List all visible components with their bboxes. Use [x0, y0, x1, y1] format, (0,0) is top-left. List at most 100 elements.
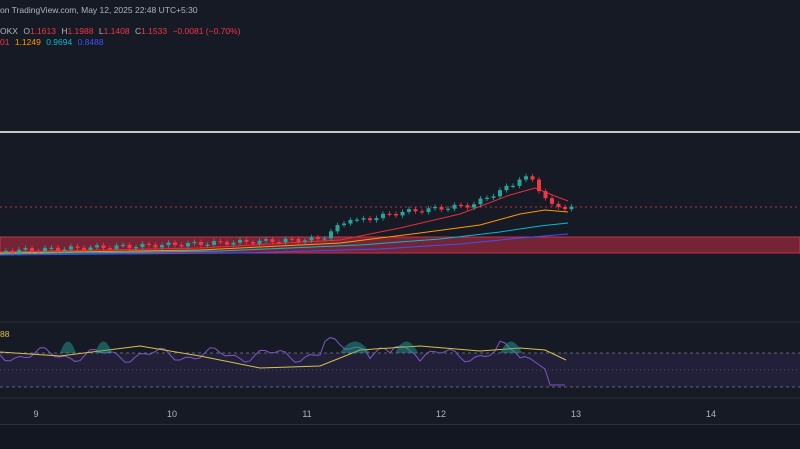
candle-body: [452, 204, 457, 209]
candle-body: [303, 240, 307, 242]
chart-source-line: on TradingView.com, May 12, 2025 22:48 U…: [0, 5, 201, 16]
close-value: 1.1533: [141, 26, 168, 36]
candle-body: [348, 219, 353, 224]
low-label: L: [98, 26, 104, 36]
candle-body: [322, 238, 327, 240]
candle-body: [413, 209, 418, 212]
candle-body: [199, 241, 203, 246]
candle-body: [134, 247, 138, 249]
candle-body: [517, 179, 522, 186]
candle-body: [218, 241, 223, 243]
open-label: O: [23, 26, 30, 36]
ma-orange-line: [0, 209, 569, 254]
candle-body: [550, 198, 554, 204]
candle-body: [459, 204, 463, 207]
ohlc-legend: OKX O1.1613 H1.1988 L1.1408 C1.1533 −0.0…: [0, 26, 244, 37]
candle-body: [192, 241, 197, 244]
candle-body: [238, 239, 242, 243]
candle-body: [186, 243, 190, 247]
candle-body: [296, 238, 301, 242]
ma2-value: 1.1249: [14, 37, 41, 47]
candle-body: [309, 237, 314, 241]
candle-body: [491, 196, 496, 198]
candle-body: [153, 244, 158, 248]
ma-legend: 01 1.1249 0.9694 0.8488: [0, 37, 107, 48]
candle-body: [108, 247, 112, 250]
rsi-line: [0, 337, 565, 386]
x-axis-label: 10: [166, 409, 178, 419]
candle-body: [283, 238, 288, 243]
high-value: 1.1988: [67, 26, 94, 36]
candle-body: [329, 231, 333, 239]
candle-body: [69, 246, 73, 250]
candle-body: [23, 248, 28, 250]
candlesticks[interactable]: [4, 173, 574, 256]
ma-red-line: [0, 187, 569, 253]
candle-body: [231, 242, 236, 245]
candle-body: [478, 198, 483, 205]
x-axis-label: 9: [33, 409, 39, 419]
candle-body: [179, 244, 184, 247]
candle-body: [368, 218, 372, 221]
candle-body: [257, 240, 262, 244]
candle-body: [147, 243, 151, 245]
candle-body: [36, 250, 41, 253]
candle-body: [511, 185, 515, 188]
candle-body: [212, 241, 216, 245]
candle-body: [17, 249, 21, 253]
candle-body: [62, 249, 67, 251]
candle-body: [75, 246, 80, 248]
candle-body: [569, 206, 574, 210]
candle-body: [225, 241, 229, 245]
candle-body: [101, 245, 106, 248]
rsi-overbought-fill: [60, 341, 76, 353]
candle-body: [10, 250, 15, 253]
candle-body: [446, 208, 450, 210]
candle-body: [140, 243, 145, 248]
candle-body: [205, 244, 210, 246]
candle-body: [426, 208, 431, 213]
candle-body: [524, 176, 528, 180]
candle-body: [387, 213, 392, 215]
candle-body: [160, 245, 164, 248]
candle-body: [277, 242, 281, 244]
candle-body: [251, 241, 255, 244]
candle-body: [498, 190, 502, 197]
candle-body: [4, 250, 8, 253]
x-axis-label: 12: [435, 409, 447, 419]
candle-body: [420, 211, 424, 213]
candle-body: [270, 239, 275, 243]
candle-body: [88, 247, 93, 251]
candle-body: [472, 204, 476, 208]
rsi-overbought-fill: [95, 341, 112, 353]
candle-body: [504, 185, 509, 191]
candle-body: [95, 245, 99, 248]
candle-body: [43, 247, 47, 252]
candle-body: [407, 209, 411, 212]
open-value: 1.1613: [29, 26, 56, 36]
bottom-toolbar: [0, 424, 800, 449]
candle-body: [316, 237, 320, 239]
candle-body: [173, 242, 177, 245]
candle-body: [244, 239, 249, 242]
rsi-indicator: [0, 337, 567, 386]
candle-body: [530, 176, 535, 180]
support-zone[interactable]: [0, 236, 800, 254]
x-axis-label: 13: [570, 409, 582, 419]
candle-body: [433, 206, 437, 209]
candle-body: [114, 245, 119, 249]
ma-blue-line: [0, 233, 569, 256]
candle-body: [537, 179, 541, 192]
close-label: C: [134, 26, 142, 36]
candle-body: [543, 191, 548, 199]
candle-body: [355, 219, 359, 221]
rsi-value: 88: [0, 329, 10, 339]
ma3-value: 0.9694: [46, 37, 73, 47]
candle-body: [82, 247, 86, 251]
candle-body: [49, 247, 54, 249]
candle-body: [335, 225, 340, 232]
candle-body: [361, 218, 366, 220]
candle-body: [394, 213, 398, 216]
